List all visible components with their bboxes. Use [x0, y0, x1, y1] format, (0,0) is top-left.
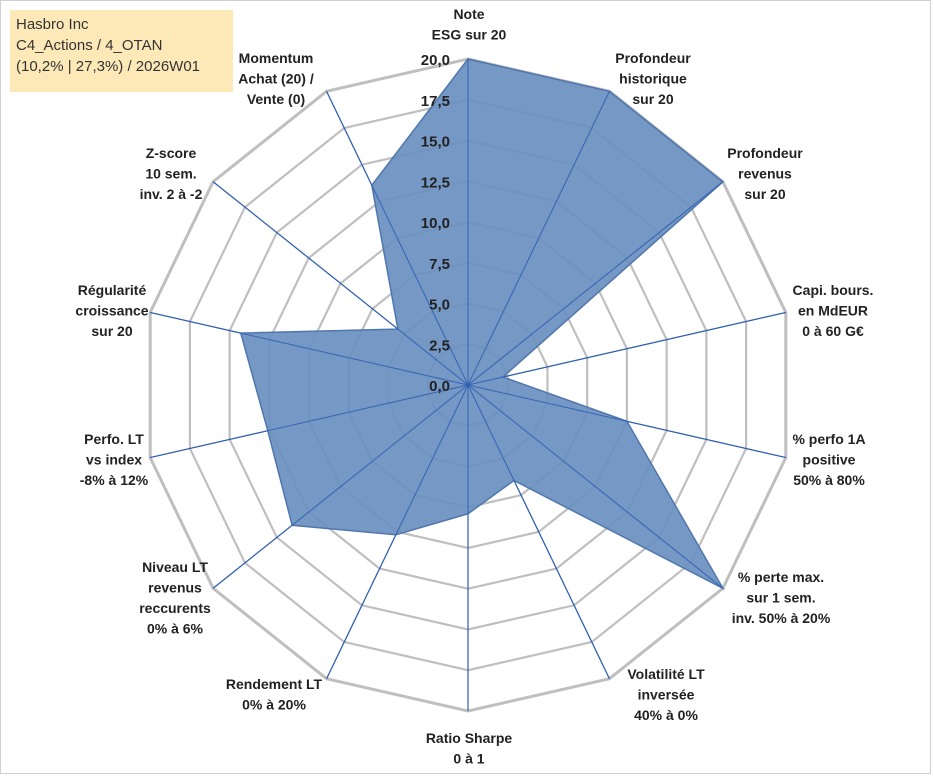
- data-area-layer: [150, 58, 786, 711]
- axis-label-line: Z-score: [146, 145, 197, 161]
- axis-label-line: inversée: [638, 687, 695, 703]
- axis-label-line: ESG sur 20: [432, 27, 507, 43]
- axis-spoke-overlay: [467, 384, 786, 459]
- axis-label-line: 0 à 1: [453, 751, 484, 767]
- axis-label-line: inv. 2 à -2: [140, 186, 203, 202]
- axis-label-line: Profondeur: [615, 50, 691, 66]
- axis-label-line: Achat (20) /: [238, 71, 314, 87]
- axis-label-line: Vente (0): [247, 91, 305, 107]
- axis-spoke-overlay: [467, 181, 724, 386]
- axis-label: Profondeur revenus sur 20: [727, 145, 803, 202]
- axis-spoke-overlay: [212, 181, 469, 386]
- axis-label-line: inv. 50% à 20%: [732, 610, 831, 626]
- axis-spoke-overlay: [326, 91, 469, 386]
- axis-label-line: revenus: [148, 580, 202, 596]
- axis-spoke-overlay: [467, 311, 786, 386]
- axis-label-line: sur 1 sem.: [746, 590, 815, 606]
- axis-spoke-overlay: [150, 384, 469, 459]
- tick-label: 0,0: [429, 378, 450, 395]
- axis-label-line: 0 à 60 G€: [802, 323, 864, 339]
- axis-label-line: en MdEUR: [798, 303, 868, 319]
- axis-label-line: -8% à 12%: [80, 472, 149, 488]
- axis-label-line: 50% à 80%: [793, 472, 865, 488]
- axis-label: Volatilité LT inversée 40% à 0%: [627, 666, 705, 723]
- axis-label-line: Niveau LT: [142, 559, 208, 575]
- axis-label-line: sur 20: [91, 323, 132, 339]
- axis-spoke-overlay: [150, 311, 469, 386]
- axis-label: % perte max. sur 1 sem. inv. 50% à 20%: [732, 569, 831, 626]
- axis-spoke-overlay: [212, 384, 469, 589]
- axis-label: Rendement LT 0% à 20%: [226, 676, 323, 713]
- axis-label-line: 0% à 6%: [147, 621, 204, 637]
- axis-label-line: croissance: [75, 303, 148, 319]
- axis-label-line: sur 20: [632, 91, 673, 107]
- axis-spoke-overlay: [326, 384, 469, 679]
- axis-spoke-overlay: [467, 384, 610, 679]
- axis-label-line: 0% à 20%: [242, 697, 306, 713]
- tick-label: 12,5: [421, 174, 450, 191]
- axis-label: Momentum Achat (20) / Vente (0): [238, 50, 314, 107]
- axis-label: Capi. bours. en MdEUR 0 à 60 G€: [793, 282, 874, 339]
- axis-label: Niveau LT revenus reccurents 0% à 6%: [139, 559, 211, 637]
- axis-label-line: historique: [619, 71, 687, 87]
- tick-label: 15,0: [421, 134, 450, 151]
- axis-label-line: Perfo. LT: [84, 431, 144, 447]
- company-name: Hasbro Inc: [16, 16, 89, 33]
- tick-label-layer: 0,0 2,5 5,0 7,5 10,0 12,5 15,0 17,5 20,0: [421, 52, 450, 395]
- axis-label-line: reccurents: [139, 600, 211, 616]
- axis-label-line: % perfo 1A: [792, 431, 865, 447]
- axis-label-line: vs index: [86, 452, 142, 468]
- tick-label: 2,5: [429, 337, 450, 354]
- tick-label: 10,0: [421, 215, 450, 232]
- axis-label-line: Volatilité LT: [627, 666, 705, 682]
- axis-label-line: % perte max.: [738, 569, 824, 585]
- axis-label-line: Capi. bours.: [793, 282, 874, 298]
- tick-label: 5,0: [429, 297, 450, 314]
- performance-week: (10,2% | 27,3%) / 2026W01: [16, 58, 200, 75]
- axis-label-line: 10 sem.: [145, 166, 196, 182]
- axis-label-line: positive: [803, 452, 856, 468]
- axis-label-line: Rendement LT: [226, 676, 323, 692]
- axis-label-line: Ratio Sharpe: [426, 730, 513, 746]
- axis-label-line: Régularité: [78, 282, 147, 298]
- axis-label-line: Profondeur: [727, 145, 803, 161]
- axis-label: Ratio Sharpe 0 à 1: [426, 730, 513, 767]
- axis-label: Régularité croissance sur 20: [75, 282, 148, 339]
- portfolio-category: C4_Actions / 4_OTAN: [16, 37, 163, 54]
- axis-label-line: Note: [453, 6, 484, 22]
- axis-label: Z-score 10 sem. inv. 2 à -2: [140, 145, 203, 202]
- tick-label: 7,5: [429, 256, 450, 273]
- axis-label: Perfo. LT vs index -8% à 12%: [80, 431, 149, 488]
- axis-label-line: revenus: [738, 166, 792, 182]
- axis-label-line: Momentum: [239, 50, 314, 66]
- axis-label-layer: Note ESG sur 20 Profondeur historique sur 20…: [75, 6, 873, 767]
- tick-label: 17,5: [421, 93, 450, 110]
- info-box: Hasbro Inc C4_Actions / 4_OTAN (10,2% | …: [10, 10, 233, 92]
- axis-label: Profondeur historique sur 20: [615, 50, 691, 107]
- axis-label-line: 40% à 0%: [634, 707, 698, 723]
- axis-label-line: sur 20: [744, 186, 785, 202]
- axis-label: % perfo 1A positive 50% à 80%: [792, 431, 865, 488]
- axis-spoke-overlay: [467, 384, 724, 589]
- axis-spoke-overlay: [467, 91, 610, 386]
- axis-label: Note ESG sur 20: [432, 6, 507, 43]
- tick-label: 20,0: [421, 52, 450, 69]
